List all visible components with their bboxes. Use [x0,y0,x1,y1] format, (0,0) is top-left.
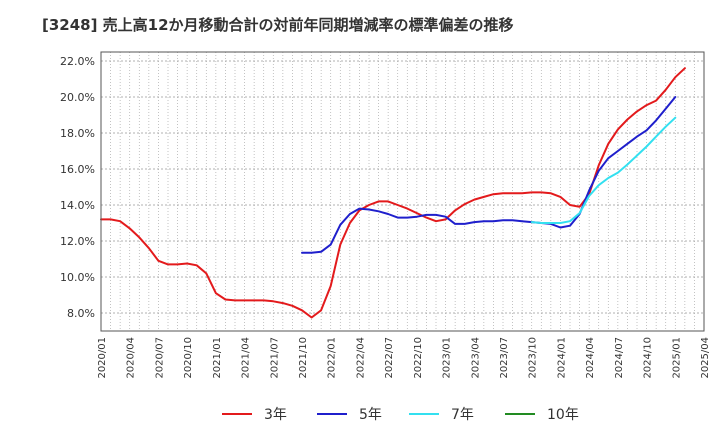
y-tick-label: 10.0% [60,271,95,284]
x-tick-label: 2020/04 [126,337,137,379]
x-tick-label: 2023/07 [499,337,510,379]
legend: 3年 5年 7年 10年 [222,407,579,423]
x-tick-label: 2025/04 [700,337,711,379]
x-tick-label: 2024/07 [614,337,625,379]
x-tick-label: 2022/01 [327,337,338,379]
x-tick-label: 2020/01 [97,337,108,379]
series-layer [100,67,686,319]
y-tick-label: 12.0% [60,235,95,248]
grid-layer [100,52,705,331]
y-tick-label: 14.0% [60,199,95,212]
series-line-0 [100,67,686,319]
x-tick-label: 2022/10 [413,337,424,379]
x-tick-label: 2023/10 [528,337,539,379]
legend-label: 3年 [264,407,287,423]
y-tick-label: 8.0% [67,307,95,320]
plot-frame [100,51,705,332]
legend-label: 10年 [547,407,579,423]
x-tick-label: 2025/01 [671,337,682,379]
x-tick-label: 2024/01 [556,337,567,379]
legend-label: 7年 [451,407,474,423]
x-tick-label: 2021/01 [212,337,223,379]
y-tick-label: 16.0% [60,163,95,176]
x-tick-label: 2021/07 [269,337,280,379]
y-axis: 8.0% 10.0% 12.0% 14.0% 16.0% 18.0% 20.0% 22.0% [60,55,95,320]
y-tick-label: 18.0% [60,127,95,140]
x-tick-label: 2024/10 [643,337,654,379]
chart-title: [3248] 売上高12か月移動合計の対前年同期増減率の標準偏差の推移 [42,16,514,34]
x-tick-label: 2020/07 [154,337,165,379]
legend-label: 5年 [359,407,382,423]
x-tick-label: 2024/04 [585,337,596,379]
x-tick-label: 2021/04 [241,337,252,379]
y-tick-label: 20.0% [60,91,95,104]
x-axis: 2020/01 2020/04 2020/07 2020/10 2021/01 2021/… [97,337,711,379]
series-line-2 [530,116,677,224]
series-line-1 [301,96,677,254]
x-tick-label: 2023/01 [442,337,453,379]
x-tick-label: 2023/04 [470,337,481,379]
x-tick-label: 2020/10 [183,337,194,379]
x-tick-label: 2022/04 [355,337,366,379]
x-tick-label: 2022/07 [384,337,395,379]
x-tick-label: 2021/10 [298,337,309,379]
y-tick-label: 22.0% [60,55,95,68]
